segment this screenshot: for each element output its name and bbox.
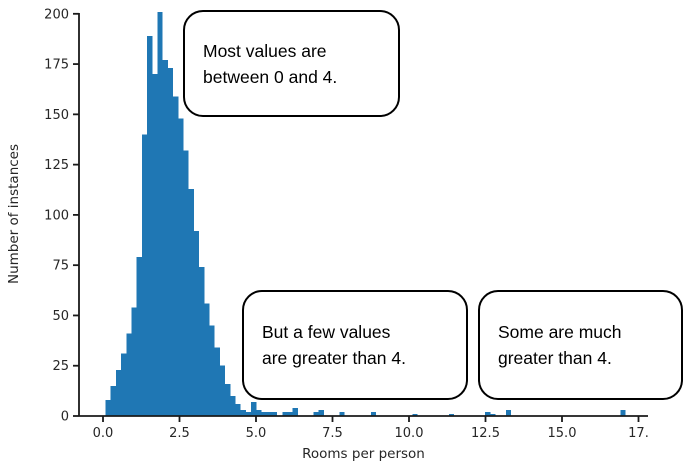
histogram-bar (199, 267, 205, 416)
y-tick-label: 125 (44, 158, 69, 173)
x-tick-label: 15.0 (548, 426, 577, 441)
histogram-bar (313, 411, 319, 416)
histogram-bar (167, 68, 174, 416)
y-tick-label: 200 (44, 7, 69, 22)
x-tick-label: 2.5 (169, 426, 190, 441)
histogram-bar (485, 411, 491, 416)
x-tick-label: 7.5 (322, 426, 343, 441)
histogram-bar (214, 347, 220, 416)
x-tick-label: 12.5 (471, 426, 500, 441)
annotation-much-greater: Some are much greater than 4. (478, 290, 683, 400)
annotation-line: But a few values (262, 322, 391, 342)
histogram-bar (230, 395, 236, 416)
annotation-line: between 0 and 4. (203, 66, 338, 87)
annotation-line: are greater than 4. (262, 348, 406, 368)
histogram-bar (209, 325, 215, 416)
y-tick-label: 100 (44, 208, 69, 223)
y-tick-label: 175 (44, 58, 69, 73)
histogram-bar (147, 35, 153, 417)
histogram-bar (126, 333, 132, 416)
histogram-bar (339, 411, 345, 416)
histogram-bar (110, 385, 116, 416)
histogram-bar (261, 411, 267, 416)
annotation-few-values: But a few values are greater than 4. (242, 290, 468, 400)
histogram-bar (178, 118, 184, 417)
histogram-bar (188, 188, 194, 416)
annotation-line: Some are much (498, 322, 622, 342)
histogram-bar (506, 409, 512, 416)
x-tick-label: 10.0 (395, 426, 424, 441)
histogram-bar (282, 411, 288, 416)
y-axis-title: Number of instances (6, 144, 22, 284)
histogram-bar (115, 369, 122, 416)
histogram-bar (271, 411, 278, 416)
histogram-bar (204, 303, 210, 416)
x-tick-label: 0.0 (93, 426, 114, 441)
histogram-bar (256, 409, 262, 416)
histogram-bar (235, 403, 241, 416)
histogram-bar (251, 401, 257, 416)
histogram-bar (620, 409, 626, 416)
histogram-bar (121, 353, 127, 416)
histogram-bar (245, 411, 252, 416)
histogram-bar (448, 413, 454, 416)
histogram-bar (157, 11, 163, 416)
histogram-bar (412, 413, 418, 416)
annotation-line: greater than 4. (498, 348, 612, 368)
histogram-bar (193, 230, 200, 416)
x-tick-label: 17. (628, 426, 649, 441)
histogram-bar (152, 74, 158, 416)
histogram-bar (266, 411, 272, 416)
histogram-bar (131, 307, 137, 416)
histogram-bar (162, 60, 168, 417)
y-tick-label: 150 (44, 108, 69, 123)
histogram-bar (240, 409, 246, 416)
histogram-bar (141, 134, 148, 416)
y-tick-label: 75 (52, 259, 69, 274)
histogram-bar (225, 383, 231, 416)
y-tick-label: 50 (52, 309, 69, 324)
histogram-bar (136, 257, 142, 416)
histogram-bar (105, 399, 111, 416)
y-tick-label: 25 (52, 359, 69, 374)
x-axis-title: Rooms per person (302, 446, 425, 462)
y-tick-label: 0 (61, 410, 69, 425)
histogram-bar (292, 407, 298, 416)
histogram-bar (318, 409, 324, 416)
histogram-bar (370, 411, 376, 416)
histogram-bar (183, 150, 189, 417)
annotation-line: Most values are (203, 40, 327, 61)
annotation-most-values: Most values are between 0 and 4. (183, 10, 400, 117)
histogram-bar (219, 365, 226, 417)
histogram-bar (287, 411, 293, 416)
histogram-bar (490, 413, 496, 416)
histogram-bar (173, 96, 179, 416)
x-tick-label: 5.0 (246, 426, 267, 441)
